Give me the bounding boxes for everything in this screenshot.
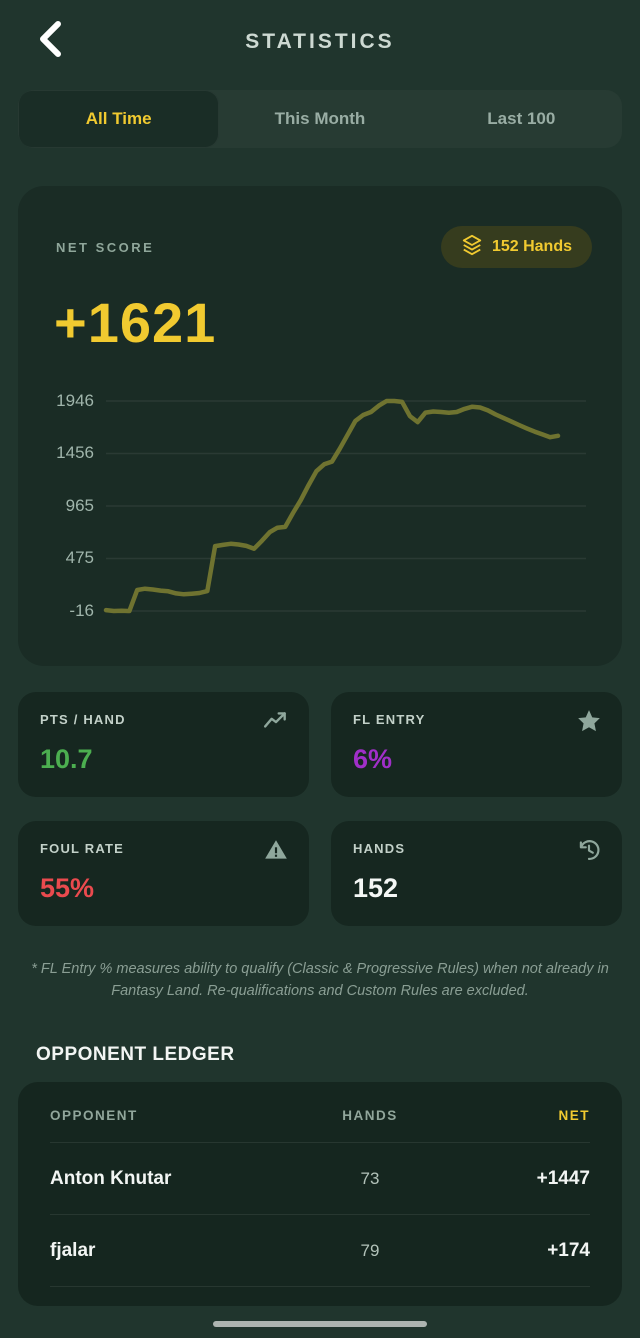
ledger-header-row: OPPONENT HANDS NET: [50, 1082, 590, 1142]
net-score-label: NET SCORE: [56, 240, 155, 255]
net-score-chart: 1946 1456 965 475 -16: [46, 387, 594, 645]
stat-value: 6%: [353, 744, 393, 774]
page-title: STATISTICS: [245, 30, 395, 53]
stat-grid: PTS / HAND 10.7 FL ENTRY 6% FOUL RATE 55…: [18, 692, 622, 926]
ledger-row[interactable]: fjalar 79 +174: [50, 1215, 590, 1286]
stat-value: 55%: [40, 873, 95, 903]
stat-value: 10.7: [40, 744, 93, 774]
opponent-name: Anton Knutar: [50, 1167, 172, 1189]
opponent-net: +174: [547, 1239, 590, 1261]
stat-label: FL ENTRY: [353, 712, 426, 727]
divider: [50, 1286, 590, 1287]
header: STATISTICS: [0, 0, 640, 86]
tab-last-100[interactable]: Last 100: [421, 90, 622, 148]
stat-label: PTS / HAND: [40, 712, 126, 727]
divider: [50, 1142, 590, 1143]
ledger-row[interactable]: Anton Knutar 73 +1447: [50, 1143, 590, 1214]
stat-card-fl-entry: FL ENTRY 6%: [331, 692, 622, 797]
net-score-value: +1621: [54, 291, 217, 354]
period-tabbar: All Time This Month Last 100: [18, 90, 622, 148]
warning-icon: [263, 837, 289, 863]
opponent-net: +1447: [536, 1167, 590, 1189]
divider: [50, 1214, 590, 1215]
net-score-line: [103, 398, 561, 614]
stat-value: 152: [353, 873, 399, 903]
stat-label: HANDS: [353, 841, 406, 856]
opponent-hands: 73: [360, 1168, 380, 1188]
y-axis-tick-label: 1946: [56, 391, 94, 410]
net-score-card: NET SCORE 152 Hands +1621 1946 1456 965 475…: [18, 186, 622, 666]
stat-card-pts-per-hand: PTS / HAND 10.7: [18, 692, 309, 797]
y-axis-tick-label: 475: [65, 548, 94, 568]
hands-badge-label: 152 Hands: [491, 238, 572, 255]
opponent-hands: 79: [360, 1240, 380, 1260]
opponent-ledger-card: OPPONENT HANDS NET Anton Knutar 73 +1447…: [18, 1082, 622, 1306]
stat-label: FOUL RATE: [40, 841, 124, 856]
ledger-header-hands[interactable]: HANDS: [300, 1108, 440, 1123]
star-icon: [576, 708, 602, 734]
history-icon: [576, 837, 602, 863]
chevron-left-icon: [37, 20, 63, 61]
tab-this-month[interactable]: This Month: [219, 90, 420, 148]
tab-all-time[interactable]: All Time: [18, 90, 220, 148]
hands-badge: 152 Hands: [440, 226, 592, 268]
fl-entry-footnote: * FL Entry % measures ability to qualify…: [31, 961, 609, 1000]
opponent-ledger-title: OPPONENT LEDGER: [36, 1044, 235, 1065]
home-indicator[interactable]: [213, 1321, 427, 1327]
y-axis-tick-label: 965: [65, 496, 94, 515]
stat-card-hands: HANDS 152: [331, 821, 622, 926]
ledger-header-net[interactable]: NET: [440, 1108, 590, 1123]
y-axis-tick-label: -16: [69, 601, 94, 620]
stat-card-foul-rate: FOUL RATE 55%: [18, 821, 309, 926]
layers-icon: [461, 234, 483, 261]
opponent-name: fjalar: [50, 1239, 96, 1261]
back-button[interactable]: [22, 12, 78, 68]
y-axis-tick-label: 1456: [56, 443, 94, 463]
trending-up-icon: [263, 708, 289, 734]
ledger-header-opponent[interactable]: OPPONENT: [50, 1108, 300, 1123]
